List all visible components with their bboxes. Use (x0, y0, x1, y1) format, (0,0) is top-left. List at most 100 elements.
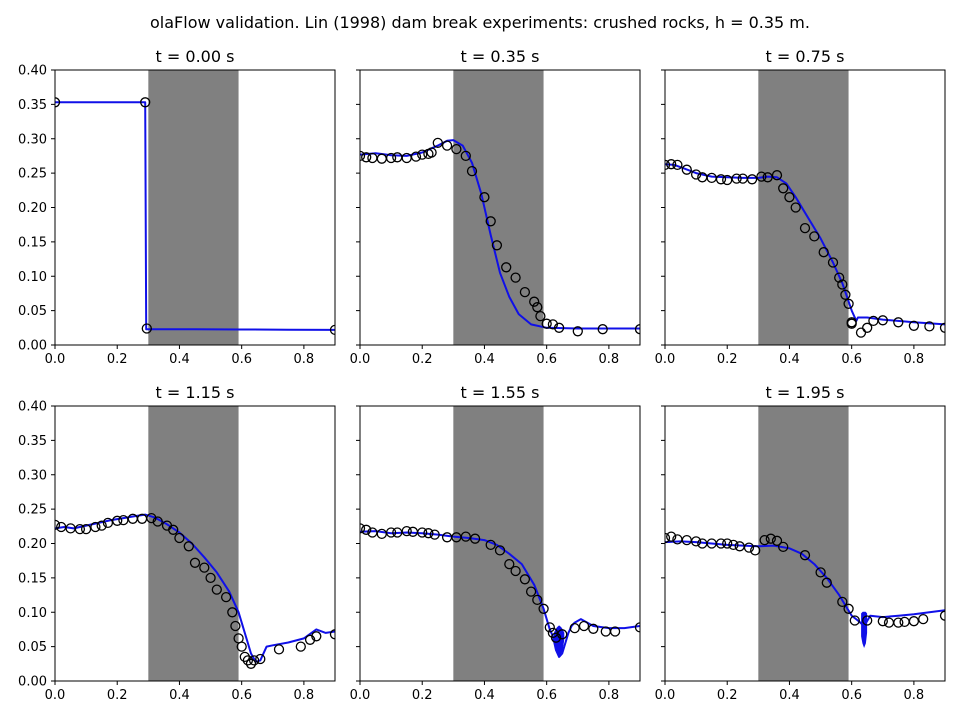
x-tick-label: 0.2 (107, 352, 128, 367)
x-tick-label: 0.6 (536, 352, 557, 367)
experiment-point (834, 272, 845, 283)
experiment-point (778, 183, 789, 194)
experiment-point (55, 97, 61, 108)
experiment-point (230, 620, 241, 632)
y-tick-label: 0.35 (18, 98, 47, 113)
x-tick-label: 0.8 (904, 688, 925, 703)
x-tick-label: 0.8 (294, 352, 315, 367)
experiment-point (432, 137, 443, 149)
experiment-point (893, 617, 904, 628)
experiment-point (815, 567, 826, 578)
experiment-point (665, 159, 671, 171)
experiment-point (908, 320, 920, 331)
experiment-point (918, 613, 929, 625)
experiment-point (827, 257, 839, 268)
experiment-point (569, 622, 580, 634)
experiment-point (96, 520, 107, 531)
experiment-point (102, 517, 114, 529)
experiment-point (385, 152, 397, 164)
plot-content (360, 137, 640, 337)
experiment-point (862, 615, 873, 626)
experiment-point (790, 202, 801, 213)
x-tick-label: 0.6 (231, 352, 252, 367)
experiment-point (401, 525, 412, 537)
experiment-point (141, 323, 152, 334)
experiment-point (112, 515, 123, 526)
experiment-point (799, 550, 811, 561)
experiment-point (227, 607, 238, 618)
y-tick-label: 0.40 (18, 400, 47, 415)
chart-panel-2: 0.0 0.2 0.4 0.6 0.8 t = 0.35 s (350, 47, 641, 367)
experiment-point (715, 538, 727, 549)
experiment-point (491, 240, 503, 251)
x-tick-label: 0.2 (107, 688, 128, 703)
experiment-point (821, 577, 832, 588)
x-tick-label: 0.0 (350, 352, 371, 367)
plot-content (55, 512, 335, 669)
experiment-point (597, 324, 608, 335)
experiment-point (665, 532, 671, 544)
experiment-point (750, 545, 761, 556)
experiment-point (849, 615, 860, 626)
y-tick-label: 0.20 (18, 201, 47, 216)
experiment-point (908, 616, 920, 627)
experiment-point (504, 558, 515, 570)
experiment-point (756, 171, 767, 182)
experiment-point (239, 651, 250, 663)
experiment-point (485, 539, 496, 551)
experiment-point (690, 169, 702, 180)
x-tick-label: 0.6 (536, 688, 557, 703)
experiment-point (205, 572, 216, 584)
experiment-point (939, 322, 945, 333)
model-series-line (55, 101, 335, 331)
experiment-point (329, 324, 335, 336)
experiment-point (634, 324, 640, 335)
y-tick-label: 0.40 (18, 64, 47, 79)
experiment-point (547, 319, 559, 330)
experiment-point (893, 317, 904, 328)
x-tick-label: 0.6 (841, 688, 862, 703)
plot-content (360, 523, 640, 658)
experiment-point (759, 534, 770, 546)
experiment-point (550, 632, 562, 643)
experiment-point (532, 594, 543, 606)
experiment-point (501, 262, 512, 273)
experiment-point (837, 279, 848, 290)
experiment-point (329, 629, 335, 640)
panel-title: t = 1.15 s (156, 383, 235, 402)
experiment-point (236, 641, 247, 652)
experiment-point (429, 529, 440, 540)
experiment-point (809, 231, 820, 242)
experiment-point (538, 603, 549, 614)
experiment-point (818, 247, 829, 258)
y-tick-label: 0.05 (18, 304, 47, 319)
experiment-point (519, 574, 531, 585)
experiment-point (541, 318, 552, 329)
chart-panel-5: 0.0 0.2 0.4 0.6 0.8 t = 1.55 s (350, 383, 641, 703)
x-tick-label: 0.0 (350, 688, 371, 703)
experiment-point (843, 298, 854, 309)
experiment-point (529, 296, 540, 307)
experiment-point (410, 151, 422, 162)
x-tick-label: 0.8 (599, 688, 620, 703)
experiment-point (715, 174, 727, 185)
experiment-point (728, 539, 739, 551)
panel-title: t = 0.75 s (766, 47, 845, 66)
experiment-point (304, 634, 316, 645)
experiment-point (255, 653, 266, 665)
panel-title: t = 1.95 s (766, 383, 845, 402)
experiment-point (460, 531, 471, 542)
experiment-point (672, 159, 683, 171)
model-series-line (665, 163, 945, 326)
y-tick-label: 0.00 (18, 339, 47, 354)
experiment-point (939, 610, 945, 621)
experiment-point (211, 584, 222, 595)
experiment-point (532, 302, 543, 313)
experiment-point (588, 623, 599, 634)
experiment-point (746, 174, 758, 185)
chart-panel-3: 0.0 0.2 0.4 0.6 0.8 t = 0.75 s (655, 47, 946, 367)
experiment-point (417, 527, 428, 538)
chart-panel-6: 0.0 0.2 0.4 0.6 0.8 t = 1.95 s (655, 383, 946, 703)
experiment-point (771, 535, 783, 546)
